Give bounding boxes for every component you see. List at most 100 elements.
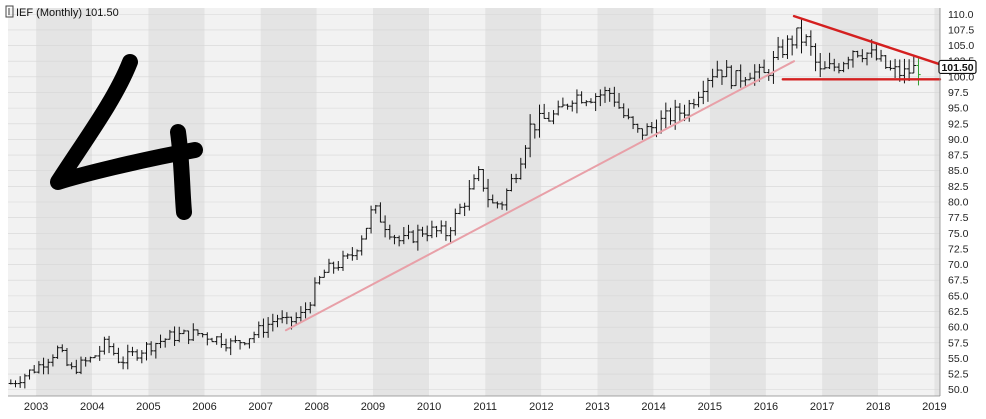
y-tick-label: 97.5 — [948, 87, 969, 99]
ohlc-bar — [579, 91, 584, 104]
ohlc-bar — [598, 89, 603, 107]
ohlc-bar — [46, 358, 51, 375]
ohlc-bar — [406, 224, 411, 240]
ohlc-bar — [916, 58, 921, 86]
ohlc-bar — [785, 35, 790, 59]
ohlc-bar — [532, 123, 538, 139]
ohlc-bar — [368, 205, 374, 234]
ohlc-bar — [27, 369, 32, 380]
ohlc-bar — [556, 100, 561, 116]
ohlc-bar — [401, 227, 407, 245]
ohlc-bar — [134, 349, 140, 361]
y-tick-label: 107.5 — [948, 24, 974, 36]
ohlc-bar — [116, 347, 121, 364]
ohlc-bar — [265, 317, 271, 338]
ohlc-bar — [172, 326, 177, 346]
ohlc-bar — [434, 225, 439, 238]
ohlc-bar — [761, 59, 767, 74]
x-tick-label: 2008 — [305, 401, 329, 413]
y-tick-label: 90.0 — [948, 134, 969, 146]
x-tick-label: 2018 — [866, 401, 890, 413]
ohlc-bar — [36, 361, 42, 374]
ohlc-bar — [743, 76, 748, 87]
ohlc-bar — [163, 338, 168, 348]
ohlc-bar — [191, 323, 196, 341]
ohlc-bar — [148, 341, 154, 356]
ohlc-bar — [495, 201, 500, 209]
ohlc-bar — [729, 65, 734, 89]
ohlc-bar — [92, 355, 98, 359]
ohlc-bar — [322, 269, 327, 278]
ohlc-bar — [892, 58, 898, 78]
ohlc-bar — [677, 103, 683, 122]
ohlc-bar — [733, 70, 739, 87]
ohlc-bar — [130, 346, 135, 357]
ohlc-bar — [462, 202, 467, 217]
y-tick-label: 52.5 — [948, 369, 969, 381]
ohlc-bar — [153, 342, 159, 359]
ohlc-bar — [350, 247, 355, 261]
ohlc-bar — [60, 344, 65, 353]
y-tick-label: 72.5 — [948, 243, 969, 255]
ohlc-bar — [593, 93, 598, 112]
y-tick-label: 62.5 — [948, 306, 969, 318]
ohlc-bar — [878, 49, 884, 62]
x-tick-label: 2016 — [754, 401, 778, 413]
ohlc-bar — [808, 30, 814, 56]
ohlc-bar — [354, 249, 360, 260]
ohlc-bar — [50, 354, 56, 367]
ohlc-bar — [616, 92, 622, 109]
trendlines — [284, 14, 942, 332]
ohlc-bar — [74, 359, 79, 375]
y-tick-label: 77.5 — [948, 212, 969, 224]
y-tick-label: 105.0 — [948, 40, 974, 52]
y-axis: 110.0107.5105.0102.5100.097.595.092.590.… — [939, 8, 974, 396]
ohlc-bar — [22, 373, 28, 389]
ohlc-bar — [649, 122, 654, 134]
ohlc-bar — [485, 178, 491, 208]
x-tick-label: 2006 — [192, 401, 216, 413]
ohlc-bar — [640, 128, 645, 140]
ohlc-bar — [467, 180, 472, 211]
x-tick-label: 2003 — [24, 401, 48, 413]
ohlc-bar — [546, 111, 552, 122]
ohlc-bar — [214, 336, 219, 345]
ohlc-bar — [177, 326, 182, 343]
ohlc-bar — [789, 35, 795, 56]
ohlc-bar — [443, 220, 449, 241]
ohlc-bar — [331, 261, 336, 274]
ohlc-bar — [251, 331, 257, 343]
ohlc-bar — [481, 169, 486, 192]
ohlc-bar — [457, 203, 463, 215]
ohlc-bar — [336, 261, 341, 271]
ohlc-bar — [32, 365, 37, 374]
ohlc-bar — [186, 330, 191, 345]
ohlc-bar — [775, 36, 781, 61]
ohlc-bar — [738, 64, 743, 88]
ohlc-bar — [668, 107, 673, 125]
ohlc-bar — [499, 201, 505, 210]
ohlc-bar — [846, 56, 851, 70]
ohlc-bar — [490, 194, 495, 204]
ohlc-bar — [303, 302, 308, 319]
ohlc-bar — [504, 188, 509, 211]
x-tick-label: 2004 — [80, 401, 104, 413]
ohlc-bar — [584, 100, 589, 107]
ohlc-bar — [537, 104, 542, 138]
ohlc-bar — [691, 98, 697, 109]
y-tick-label: 55.0 — [948, 353, 969, 365]
ohlc-bar — [387, 224, 392, 240]
x-tick-label: 2015 — [698, 401, 722, 413]
y-tick-label: 65.0 — [948, 290, 969, 302]
ohlc-bar — [588, 98, 594, 104]
ohlc-bar — [144, 341, 149, 361]
ohlc-bar — [855, 50, 860, 58]
ohlc-bar — [518, 157, 523, 180]
ohlc-bar — [551, 110, 556, 125]
trendline-support — [284, 60, 796, 332]
y-tick-label: 57.5 — [948, 337, 969, 349]
ohlc-bar — [120, 356, 126, 370]
ohlc-bar — [298, 306, 304, 322]
ohlc-bar — [747, 72, 753, 81]
ohlc-bars — [8, 18, 921, 389]
